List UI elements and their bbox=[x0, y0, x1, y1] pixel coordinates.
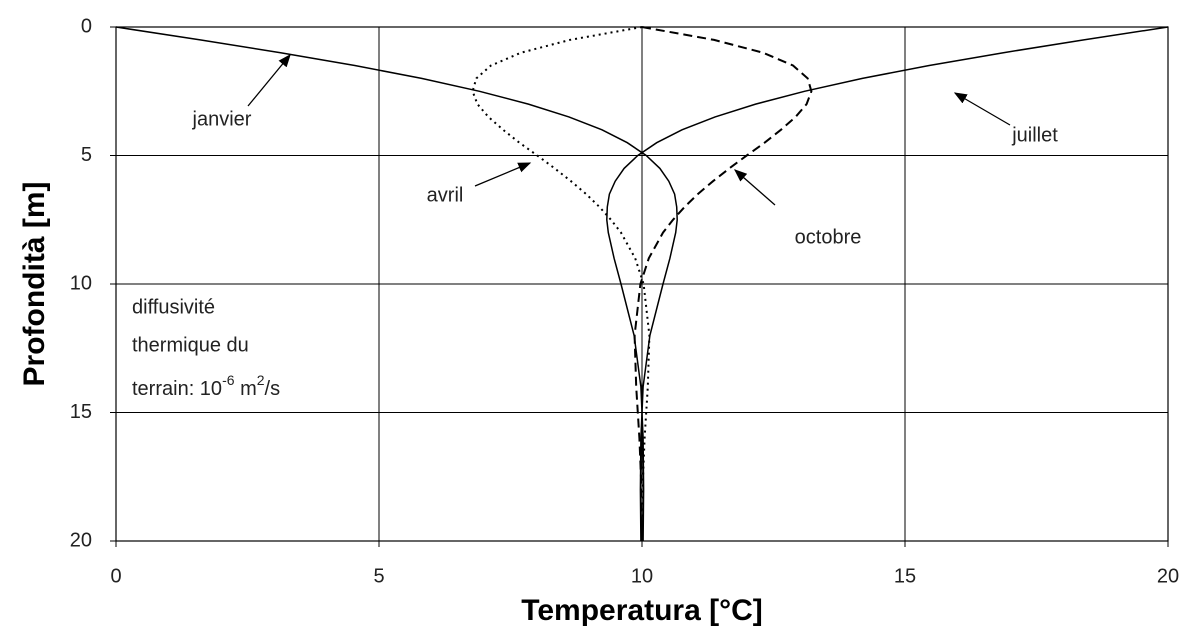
note: thermique du bbox=[132, 334, 249, 356]
series-label: octobre bbox=[795, 226, 862, 248]
series-line bbox=[606, 26, 1169, 542]
x-axis-label: Temperatura [°C] bbox=[521, 594, 762, 627]
label-arrow bbox=[474, 162, 532, 187]
y-tick-label: 10 bbox=[70, 272, 92, 294]
label-arrow bbox=[734, 169, 776, 206]
series-label: juillet bbox=[1011, 124, 1058, 146]
y-tick-label: 5 bbox=[81, 144, 92, 166]
label-arrow bbox=[247, 53, 291, 107]
series-label: avril bbox=[427, 184, 464, 206]
y-tick-label: 15 bbox=[70, 401, 92, 423]
x-tick-label: 0 bbox=[110, 565, 121, 587]
note: terrain: 10-6 m2/s bbox=[132, 372, 280, 401]
y-tick-label: 20 bbox=[70, 529, 92, 551]
series-line bbox=[115, 26, 678, 542]
y-tick-label: 0 bbox=[81, 15, 92, 37]
y-axis-label: Profondità [m] bbox=[18, 182, 51, 387]
series-line bbox=[633, 26, 813, 542]
series-label: janvier bbox=[192, 108, 252, 130]
label-arrow bbox=[953, 92, 1011, 126]
x-tick-label: 10 bbox=[631, 565, 653, 587]
x-tick-label: 20 bbox=[1157, 565, 1179, 587]
x-tick-label: 5 bbox=[373, 565, 384, 587]
note: diffusivité bbox=[132, 296, 215, 318]
x-tick-label: 15 bbox=[894, 565, 916, 587]
